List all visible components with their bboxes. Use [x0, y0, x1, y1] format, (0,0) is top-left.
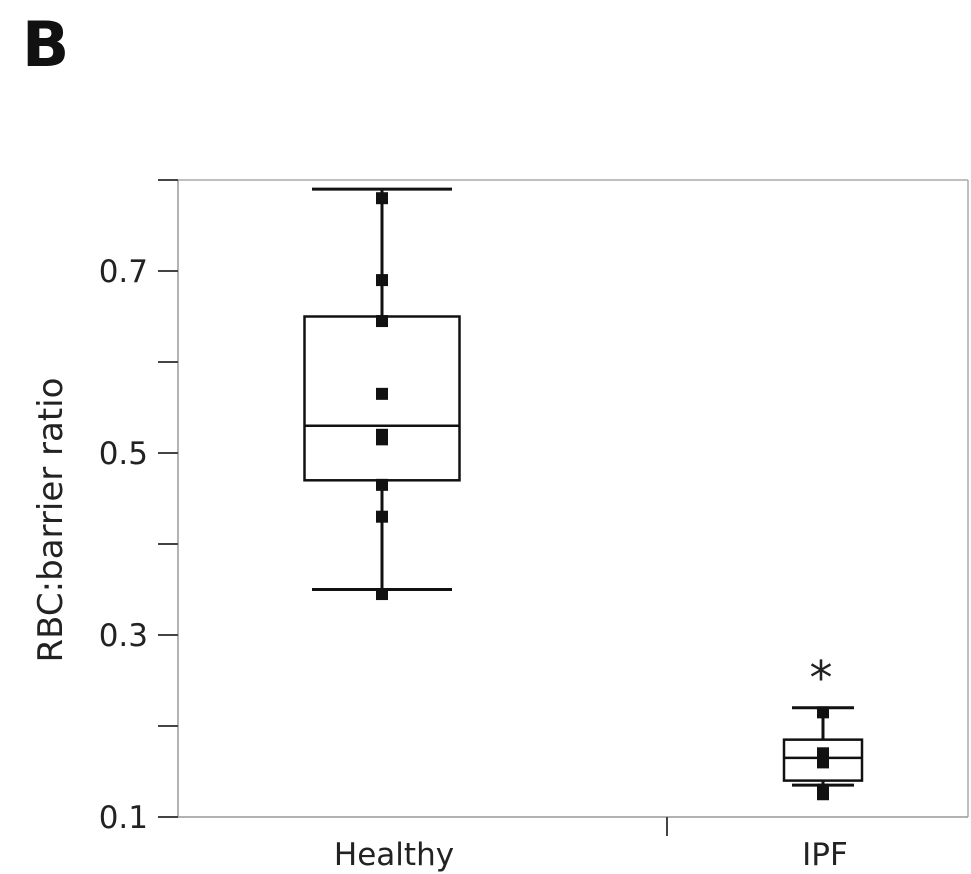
y-tick-label: 0.5 [99, 436, 148, 472]
data-point [817, 788, 829, 801]
y-tick-label: 0.3 [99, 618, 148, 654]
x-axis: Healthy IPF [334, 817, 848, 873]
box-healthy [303, 187, 461, 601]
data-point [376, 315, 388, 328]
significance-marker: * [810, 651, 833, 705]
y-tick-label: 0.7 [99, 254, 148, 290]
data-point [817, 747, 829, 760]
panel-label: B [22, 8, 70, 81]
data-point [376, 192, 388, 205]
plot-frame [177, 179, 969, 818]
y-tick-label: 0.1 [99, 800, 148, 836]
boxes: * [303, 187, 864, 801]
y-axis: 0.1 0.3 0.5 0.7 [99, 179, 178, 836]
data-point [817, 756, 829, 769]
data-point [376, 274, 388, 287]
data-point [817, 706, 829, 719]
box-ipf: * [782, 651, 864, 801]
data-point [376, 588, 388, 601]
data-point [376, 433, 388, 446]
data-point [376, 387, 388, 400]
x-tick-label: IPF [802, 837, 848, 873]
data-point [376, 510, 388, 523]
y-axis-label: RBC:barrier ratio [31, 378, 71, 663]
data-point [376, 478, 388, 491]
x-tick-label: Healthy [334, 837, 454, 873]
